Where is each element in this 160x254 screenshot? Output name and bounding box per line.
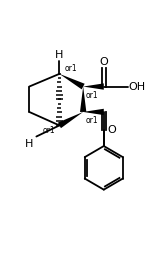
Polygon shape (59, 74, 85, 89)
Polygon shape (58, 112, 83, 128)
Text: O: O (107, 125, 116, 135)
Text: or1: or1 (86, 91, 98, 100)
Text: H: H (25, 139, 34, 149)
Polygon shape (83, 109, 104, 115)
Polygon shape (80, 87, 86, 112)
Polygon shape (83, 83, 104, 90)
Text: H: H (55, 50, 64, 60)
Text: OH: OH (129, 82, 146, 91)
Text: or1: or1 (43, 126, 55, 135)
Text: or1: or1 (86, 116, 98, 125)
Text: or1: or1 (64, 64, 77, 73)
Text: O: O (99, 57, 108, 67)
